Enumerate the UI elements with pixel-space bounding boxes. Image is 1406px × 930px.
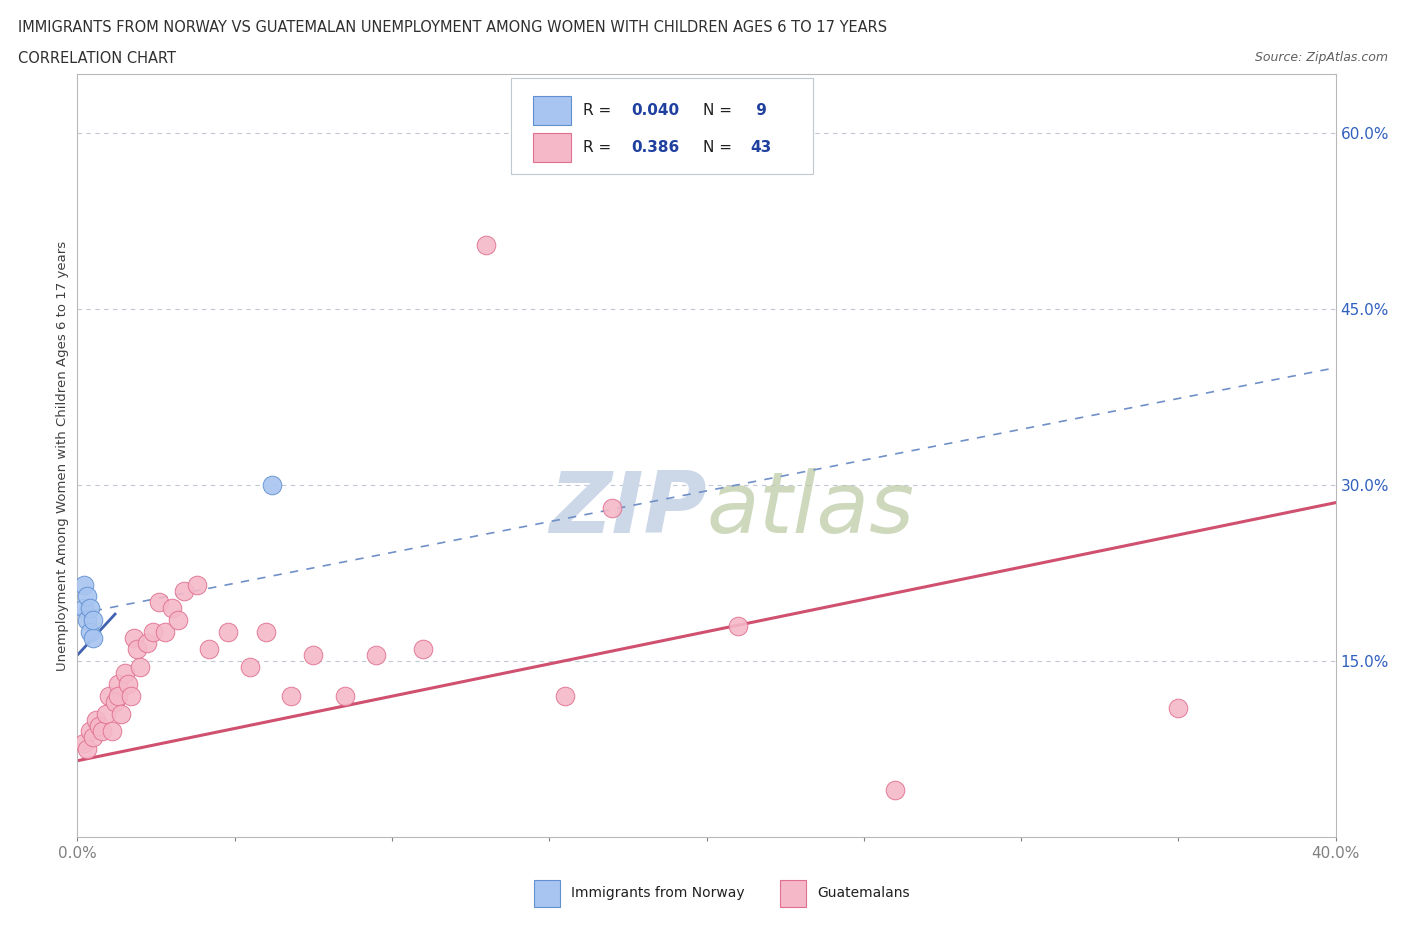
Point xyxy=(884,783,907,798)
Point xyxy=(412,642,434,657)
Text: ZIP: ZIP xyxy=(548,468,707,551)
Point xyxy=(122,631,145,645)
Text: 0.386: 0.386 xyxy=(631,140,679,155)
Point xyxy=(79,624,101,639)
Point xyxy=(727,618,749,633)
Point xyxy=(76,741,98,756)
Point xyxy=(72,736,94,751)
Point xyxy=(302,647,325,662)
Text: CORRELATION CHART: CORRELATION CHART xyxy=(18,51,176,66)
Text: Guatemalans: Guatemalans xyxy=(817,886,910,900)
Bar xyxy=(533,96,571,125)
Text: Immigrants from Norway: Immigrants from Norway xyxy=(571,886,744,900)
Text: Source: ZipAtlas.com: Source: ZipAtlas.com xyxy=(1254,51,1388,64)
Point xyxy=(79,601,101,616)
Point xyxy=(366,647,388,662)
Point xyxy=(84,712,107,727)
Text: N =: N = xyxy=(703,140,731,155)
Point xyxy=(135,636,157,651)
Point xyxy=(72,578,94,592)
Point xyxy=(254,624,277,639)
Point xyxy=(167,613,190,628)
Point xyxy=(101,724,124,738)
Point xyxy=(280,689,302,704)
Point xyxy=(117,677,139,692)
Point xyxy=(91,724,114,738)
Point xyxy=(217,624,239,639)
Point xyxy=(97,689,120,704)
Text: 9: 9 xyxy=(751,102,766,118)
Text: 43: 43 xyxy=(751,140,772,155)
Point xyxy=(142,624,165,639)
Point xyxy=(155,624,177,639)
Point xyxy=(239,659,262,674)
Point xyxy=(475,237,498,252)
Point xyxy=(262,478,284,493)
FancyBboxPatch shape xyxy=(512,78,814,174)
Point xyxy=(127,642,149,657)
Point xyxy=(120,689,142,704)
Y-axis label: Unemployment Among Women with Children Ages 6 to 17 years: Unemployment Among Women with Children A… xyxy=(56,241,69,671)
Text: 0.040: 0.040 xyxy=(631,102,679,118)
Point xyxy=(198,642,221,657)
Point xyxy=(186,578,208,592)
Point xyxy=(76,613,98,628)
Text: R =: R = xyxy=(583,102,616,118)
Point xyxy=(82,613,104,628)
Point xyxy=(94,707,117,722)
Point xyxy=(600,501,623,516)
Point xyxy=(114,665,136,680)
Point xyxy=(1167,700,1189,715)
Text: atlas: atlas xyxy=(707,468,914,551)
Point xyxy=(79,724,101,738)
Point xyxy=(76,589,98,604)
Point xyxy=(160,601,183,616)
Point xyxy=(173,583,195,598)
Point xyxy=(107,677,129,692)
Point xyxy=(333,689,356,704)
Point xyxy=(82,730,104,745)
Text: IMMIGRANTS FROM NORWAY VS GUATEMALAN UNEMPLOYMENT AMONG WOMEN WITH CHILDREN AGES: IMMIGRANTS FROM NORWAY VS GUATEMALAN UNE… xyxy=(18,20,887,35)
Point xyxy=(554,689,576,704)
Point xyxy=(82,631,104,645)
Point xyxy=(129,659,152,674)
Bar xyxy=(533,133,571,163)
Point xyxy=(104,695,127,710)
Text: R =: R = xyxy=(583,140,616,155)
Point xyxy=(110,707,132,722)
Point xyxy=(72,601,94,616)
Point xyxy=(89,718,111,733)
Point xyxy=(148,595,170,610)
Point xyxy=(107,689,129,704)
Text: N =: N = xyxy=(703,102,737,118)
